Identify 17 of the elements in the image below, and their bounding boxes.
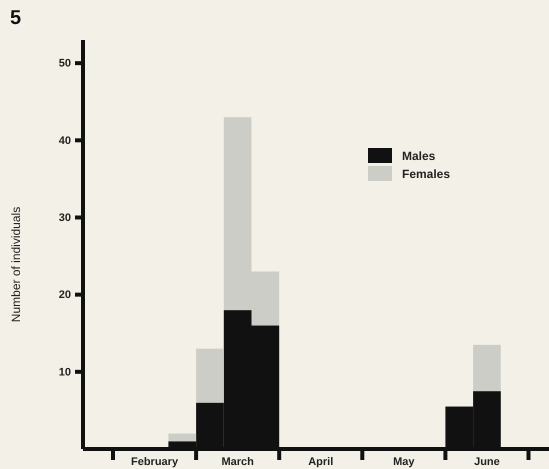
x-tick-label: June [474, 456, 500, 468]
text: 5 [10, 7, 22, 29]
bar [196, 348, 224, 403]
x-tick-label: March [221, 456, 254, 468]
y-tick-label: 50 [58, 58, 71, 70]
y-axis-title: Number of individuals [9, 206, 23, 322]
y-tick-label: 10 [58, 366, 71, 378]
bar [168, 434, 196, 442]
y-tick-label: 40 [58, 134, 71, 147]
legend-label: Males [402, 149, 436, 163]
x-tick-label: May [393, 456, 416, 468]
x-tick-label: April [308, 456, 334, 468]
y-tick-label: 30 [58, 212, 71, 224]
y-tick-label: 20 [58, 289, 71, 302]
legend-label: Females [402, 167, 450, 181]
x-tick-label: February [131, 456, 179, 468]
bar [473, 344, 501, 392]
